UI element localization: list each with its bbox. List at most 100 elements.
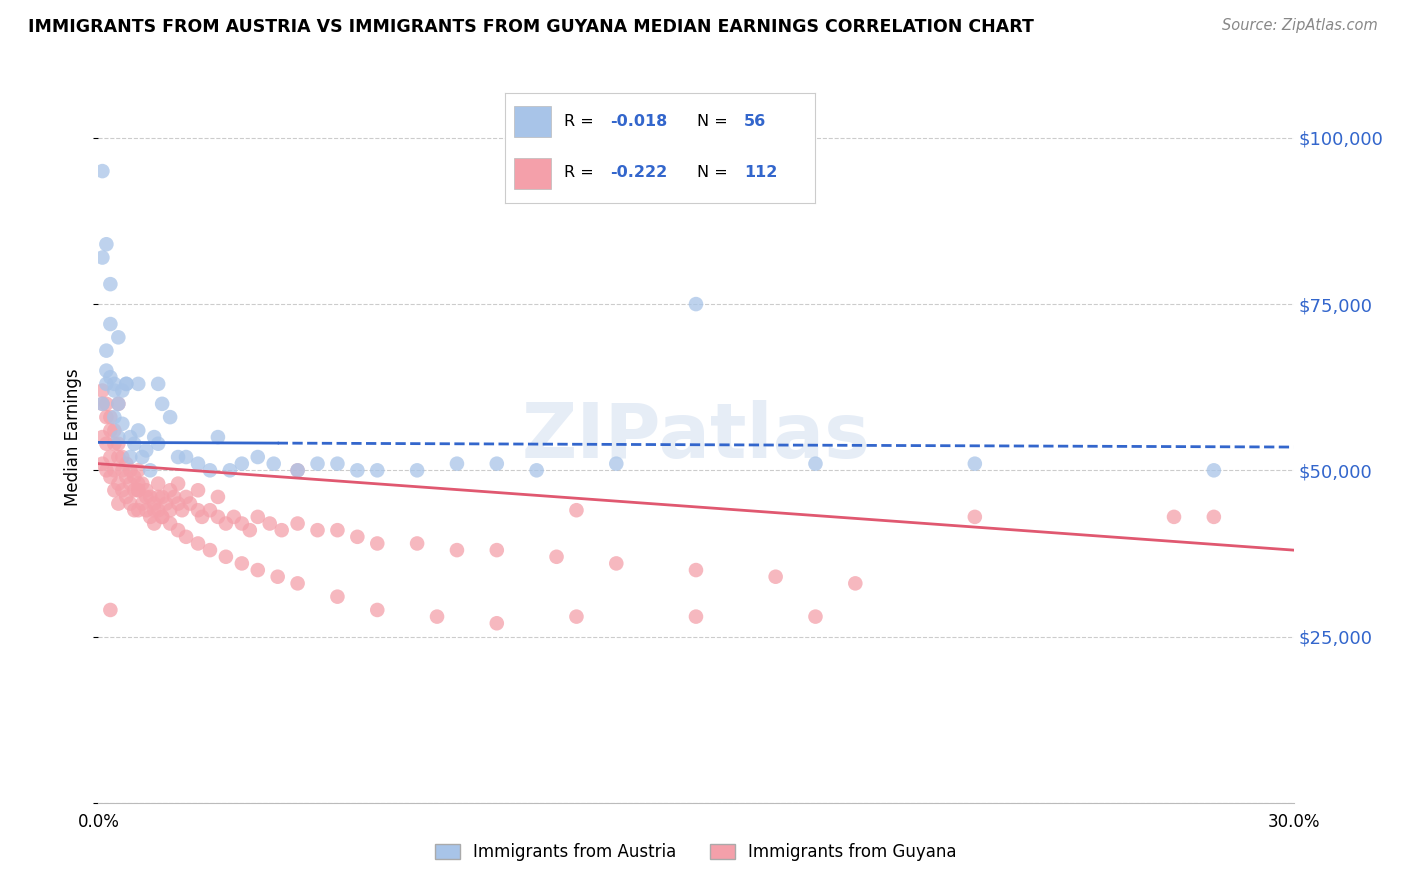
Point <box>174 530 197 544</box>
Point <box>239 523 262 537</box>
Point <box>107 436 129 450</box>
Point <box>1202 509 1225 524</box>
Point <box>366 463 388 477</box>
Point <box>98 603 122 617</box>
Point <box>103 424 125 438</box>
Point <box>287 463 309 477</box>
Point <box>120 430 142 444</box>
Point <box>111 417 134 431</box>
Point <box>366 536 388 550</box>
Point <box>115 376 138 391</box>
Point <box>155 497 177 511</box>
Point <box>406 536 429 550</box>
Point <box>115 470 138 484</box>
Point <box>963 457 986 471</box>
Point <box>111 483 134 498</box>
Point <box>207 430 229 444</box>
Point <box>98 370 122 384</box>
Point <box>685 609 707 624</box>
Point <box>346 463 368 477</box>
Point <box>231 457 253 471</box>
Point <box>98 424 122 438</box>
Point <box>191 509 214 524</box>
Point <box>179 497 201 511</box>
Point <box>139 463 162 477</box>
Point <box>124 436 146 450</box>
Point <box>174 450 197 464</box>
Point <box>107 476 129 491</box>
Point <box>148 436 170 450</box>
Point <box>167 523 190 537</box>
Point <box>107 497 129 511</box>
Point <box>91 251 114 265</box>
Point <box>96 397 118 411</box>
Point <box>107 430 129 444</box>
Point <box>120 463 142 477</box>
Point <box>107 397 129 411</box>
Point <box>111 384 134 398</box>
Point <box>96 436 118 450</box>
Point <box>307 523 329 537</box>
Point <box>124 503 146 517</box>
Point <box>246 450 269 464</box>
Point <box>107 330 129 344</box>
Point <box>91 384 114 398</box>
Point <box>307 457 329 471</box>
Point <box>187 503 209 517</box>
Point <box>270 523 292 537</box>
Point <box>96 410 118 425</box>
Point <box>426 609 449 624</box>
Point <box>231 516 253 531</box>
Point <box>159 410 181 425</box>
Point <box>167 476 190 491</box>
Point <box>150 397 173 411</box>
Point <box>446 543 468 558</box>
Point <box>139 490 162 504</box>
Point <box>187 536 209 550</box>
Point <box>96 237 118 252</box>
Point <box>143 430 166 444</box>
Point <box>1202 463 1225 477</box>
Point <box>143 503 166 517</box>
Point <box>287 463 309 477</box>
Point <box>159 483 181 498</box>
Point <box>148 490 170 504</box>
Point <box>135 443 157 458</box>
Point <box>115 457 138 471</box>
Point <box>215 549 238 564</box>
Point <box>231 557 253 571</box>
Point <box>219 463 242 477</box>
Point <box>198 503 221 517</box>
Point <box>103 483 125 498</box>
Text: ZIPatlas: ZIPatlas <box>522 401 870 474</box>
Point <box>159 516 181 531</box>
Point <box>120 476 142 491</box>
Point <box>150 509 173 524</box>
Point <box>174 490 197 504</box>
Point <box>148 376 170 391</box>
Point <box>565 609 588 624</box>
Point <box>111 463 134 477</box>
Point <box>326 457 349 471</box>
Point <box>187 483 209 498</box>
Point <box>103 436 125 450</box>
Point <box>685 297 707 311</box>
Point <box>326 523 349 537</box>
Point <box>124 483 146 498</box>
Point <box>96 376 118 391</box>
Point <box>135 503 157 517</box>
Point <box>198 463 221 477</box>
Point <box>115 490 138 504</box>
Point <box>98 470 122 484</box>
Point <box>804 609 827 624</box>
Point <box>127 503 149 517</box>
Point <box>485 543 508 558</box>
Point <box>963 509 986 524</box>
Point <box>103 463 125 477</box>
Point <box>127 483 149 498</box>
Point <box>485 616 508 631</box>
Legend: Immigrants from Austria, Immigrants from Guyana: Immigrants from Austria, Immigrants from… <box>429 837 963 868</box>
Point <box>150 509 173 524</box>
Point <box>546 549 568 564</box>
Point <box>127 424 149 438</box>
